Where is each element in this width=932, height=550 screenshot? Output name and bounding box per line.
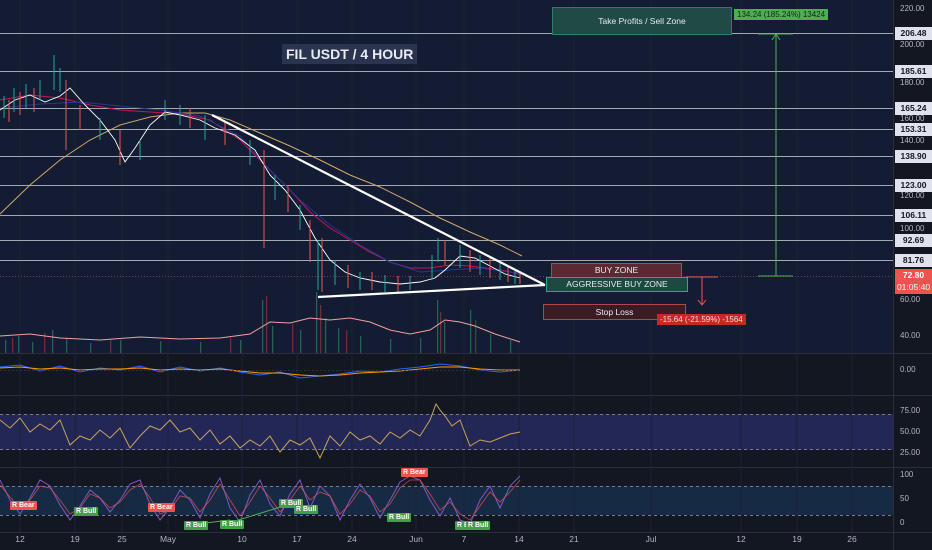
stoch-k-line [0, 475, 521, 525]
take-profit-measure [758, 33, 793, 277]
date-tick: 21 [569, 534, 579, 544]
level-tag: 153.31 [895, 123, 932, 136]
level-tag: 123.00 [895, 179, 932, 192]
date-tick: 25 [117, 534, 127, 544]
current-price-tag: 72.80 [895, 269, 932, 282]
rsi-tick: 25.00 [900, 448, 921, 457]
date-tick: 19 [70, 534, 80, 544]
rsi-tick: 50.00 [900, 427, 921, 436]
signal-bear-label: R Bear [148, 503, 175, 512]
stoch-tick: 100 [900, 470, 914, 479]
signal-bull-label: R Bull [74, 507, 99, 516]
bar-countdown-tag: 01:05:40 [895, 281, 932, 294]
level-tag: 106.11 [895, 209, 932, 222]
price-tick: 60.00 [900, 295, 921, 304]
date-tick: 26 [847, 534, 857, 544]
date-tick: 17 [292, 534, 302, 544]
date-tick: Jul [645, 534, 657, 544]
signal-bull-label: R Bull [220, 520, 245, 529]
level-tag: 92.69 [895, 234, 932, 247]
price-tick: 200.00 [900, 40, 925, 49]
take-profit-zone[interactable]: Take Profits / Sell Zone [552, 7, 732, 35]
signal-bull-label: R Bull [466, 521, 491, 530]
stop-loss-zone[interactable]: Stop Loss [543, 304, 686, 320]
date-tick: 10 [237, 534, 247, 544]
ma-short-line [0, 101, 523, 276]
signal-bull-label: R Bull [294, 505, 319, 514]
rsi-band [0, 414, 893, 450]
volume-bars [5, 292, 512, 353]
date-tick: 14 [514, 534, 524, 544]
price-tick: 140.00 [900, 136, 925, 145]
signal-bull-label: R Bull [279, 499, 304, 508]
main-price-pane[interactable] [0, 0, 893, 353]
stoch-tick: 50 [900, 494, 909, 503]
signal-bear-label: R Bear [401, 468, 428, 477]
level-tag: 185.61 [895, 65, 932, 78]
signal-bull-label: R Bull [184, 521, 209, 530]
ma-mid-line [0, 94, 523, 275]
level-tag: 165.24 [895, 102, 932, 115]
stoch-d-line [0, 479, 521, 521]
candles [3, 55, 521, 292]
macd-pane[interactable] [0, 354, 893, 394]
level-tag: 138.90 [895, 150, 932, 163]
signal-bear-label: R Bear [10, 501, 37, 510]
date-tick: 12 [736, 534, 746, 544]
price-tick: 160.00 [900, 114, 925, 123]
signal-bull-label: R Bull [387, 513, 412, 522]
date-tick: 12 [15, 534, 25, 544]
price-tick: 220.00 [900, 4, 925, 13]
stoch-tick: 0 [900, 518, 905, 527]
chart-title: FIL USDT / 4 HOUR [282, 44, 418, 64]
date-tick: May [159, 534, 177, 544]
measure-up-label: 134.24 (185.24%) 13424 [734, 9, 829, 20]
rsi-tick: 75.00 [900, 406, 921, 415]
aggressive-buy-zone[interactable]: AGGRESSIVE BUY ZONE [546, 277, 688, 292]
stoch-band [0, 486, 893, 515]
price-tick: 40.00 [900, 331, 921, 340]
date-tick: Jun [409, 534, 423, 544]
price-tick: 180.00 [900, 78, 925, 87]
date-tick: 24 [347, 534, 357, 544]
stop-loss-measure [686, 276, 718, 306]
price-level-lines [0, 33, 893, 261]
rsi-line [0, 402, 521, 460]
volume-ma-line [0, 317, 521, 343]
price-tick: 120.00 [900, 191, 925, 200]
macd-tick: 0.00 [900, 365, 916, 374]
macd-histogram [0, 363, 521, 379]
date-tick: 19 [792, 534, 802, 544]
level-tag: 206.48 [895, 27, 932, 40]
ma-fast-line [0, 87, 521, 285]
level-tag: 81.76 [895, 254, 932, 267]
buy-zone[interactable]: BUY ZONE [551, 263, 682, 278]
triangle-pattern [211, 114, 546, 299]
date-tick: 7 [461, 534, 467, 544]
ma-long-line [0, 112, 523, 257]
measure-down-label: -15.64 (-21.59%) -1564 [657, 314, 746, 325]
price-tick: 100.00 [900, 224, 925, 233]
